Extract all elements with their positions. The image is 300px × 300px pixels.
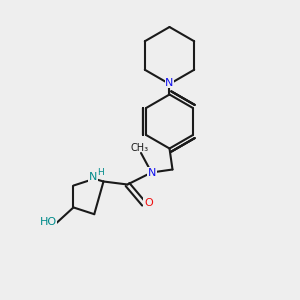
- Text: N: N: [148, 167, 156, 178]
- Text: H: H: [97, 168, 104, 177]
- Text: O: O: [144, 198, 153, 208]
- Text: CH₃: CH₃: [130, 142, 148, 153]
- Text: N: N: [88, 172, 97, 182]
- Text: HO: HO: [39, 218, 56, 227]
- Text: N: N: [165, 78, 174, 88]
